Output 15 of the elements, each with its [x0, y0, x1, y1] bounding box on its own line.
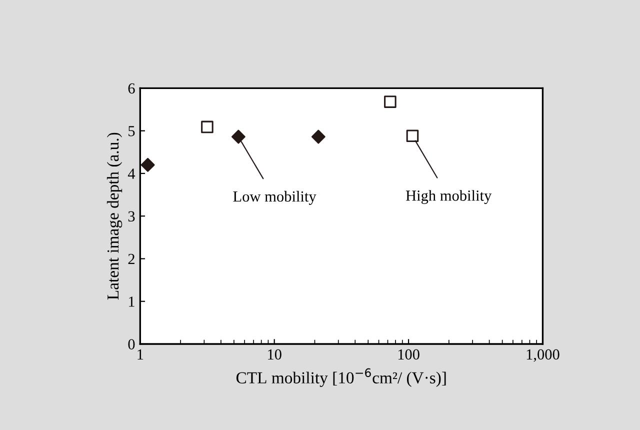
x-tick-label: 1,000 — [526, 349, 560, 362]
annotation: High mobility — [406, 190, 492, 204]
x-tick-label: 1 — [138, 349, 144, 360]
y-tick-label: 0 — [128, 339, 135, 350]
y-tick-label: 2 — [128, 254, 134, 264]
x-tick-label: 100 — [398, 349, 420, 360]
y-axis-title: Latent image depth (a.u.) — [106, 132, 122, 300]
y-tick-label: 6 — [128, 83, 135, 94]
x-tick-label: 10 — [268, 349, 282, 360]
y-tick-label: 1 — [129, 296, 134, 307]
annotation: Low mobility — [233, 190, 316, 205]
x-axis-title: CTL mobility [10$^{−6}$cm²/ (V·s)] — [236, 368, 446, 387]
y-tick-label: 4 — [128, 168, 136, 179]
y-tick-label: 5 — [128, 126, 135, 136]
y-tick-label: 3 — [128, 211, 135, 222]
